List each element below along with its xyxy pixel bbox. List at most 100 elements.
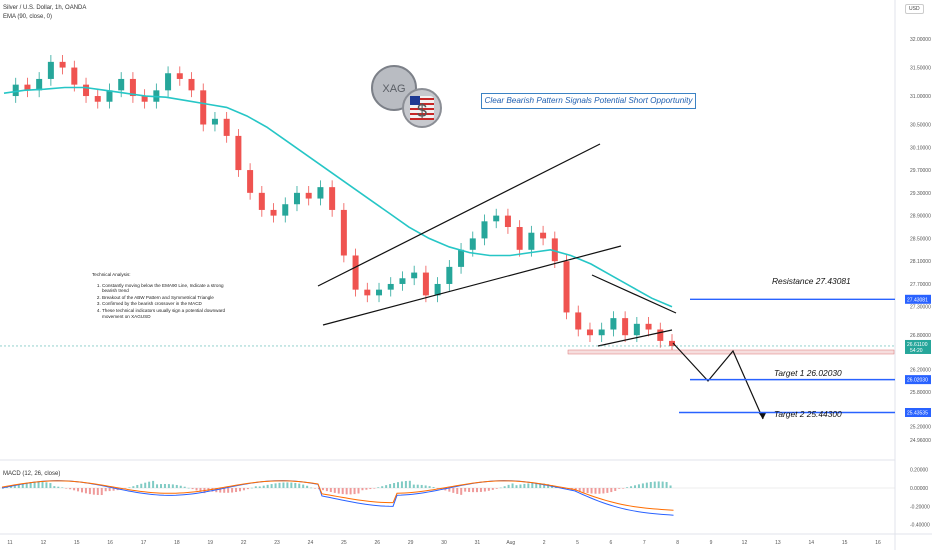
- price-tick-label: 27.70000: [910, 282, 931, 288]
- macd-histogram-bar: [515, 485, 518, 488]
- macd-histogram-bar: [630, 486, 633, 488]
- macd-histogram-bar: [199, 488, 202, 492]
- macd-legend: MACD (12, 26, close): [3, 471, 61, 477]
- macd-histogram-bar: [479, 488, 482, 492]
- macd-histogram-bar: [33, 481, 36, 488]
- candle-body: [446, 266, 453, 284]
- macd-histogram-bar: [622, 488, 625, 489]
- macd-histogram-bar: [373, 488, 376, 489]
- candle-body: [610, 318, 617, 330]
- candle-body: [540, 232, 547, 239]
- macd-histogram-bar: [29, 482, 32, 488]
- macd-histogram-bar: [420, 484, 423, 488]
- macd-histogram-bar: [547, 484, 550, 488]
- candle-body: [200, 90, 207, 125]
- time-tick-label: 13: [775, 540, 781, 546]
- candle-body: [211, 118, 218, 125]
- macd-histogram-bar: [377, 487, 380, 488]
- macd-histogram-bar: [365, 488, 368, 490]
- macd-histogram-bar: [128, 487, 131, 488]
- candle-body: [669, 340, 675, 347]
- price-tick-label: 28.10000: [910, 259, 931, 265]
- candle-body: [258, 192, 265, 210]
- macd-histogram-bar: [92, 488, 95, 495]
- macd-histogram-bar: [657, 481, 660, 488]
- macd-histogram-bar: [618, 488, 621, 489]
- candle-body: [586, 329, 593, 336]
- wedge-upper-trendline: [317, 143, 601, 287]
- time-tick-label: 9: [710, 540, 713, 546]
- macd-histogram-bar: [464, 488, 467, 492]
- time-tick-label: 24: [308, 540, 314, 546]
- level-price-label: 27.43081: [907, 297, 928, 303]
- macd-histogram-bar: [160, 484, 162, 488]
- time-tick-label: 23: [274, 540, 280, 546]
- headline-banner: Clear Bearish Pattern Signals Potential …: [481, 93, 696, 109]
- candle-body: [645, 323, 652, 330]
- time-tick-label: 26: [374, 540, 380, 546]
- macd-line: [1, 480, 674, 516]
- macd-histogram-bar: [167, 484, 170, 488]
- macd-histogram-bar: [400, 481, 403, 488]
- macd-histogram-bar: [610, 488, 613, 493]
- price-tick-label: 25.20000: [910, 424, 931, 430]
- macd-histogram-bar: [404, 480, 407, 488]
- macd-histogram-bar: [397, 482, 399, 488]
- macd-histogram-bar: [637, 484, 640, 488]
- macd-histogram-bar: [436, 488, 439, 489]
- macd-histogram-bar: [590, 488, 593, 494]
- macd-histogram-bar: [460, 488, 463, 495]
- macd-histogram-bar: [341, 488, 344, 495]
- macd-histogram-bar: [582, 488, 585, 493]
- price-tick-label: 31.50000: [910, 66, 931, 72]
- macd-histogram-bar: [270, 484, 273, 488]
- macd-histogram-bar: [77, 488, 80, 492]
- macd-histogram-bar: [104, 488, 107, 492]
- macd-histogram-bar: [195, 488, 198, 491]
- macd-histogram-bar: [266, 484, 269, 488]
- currency-label[interactable]: USD: [905, 4, 924, 14]
- time-tick-label: 15: [74, 540, 80, 546]
- macd-histogram-bar: [302, 484, 305, 488]
- candle-body: [622, 318, 629, 336]
- macd-histogram-bar: [223, 488, 226, 493]
- macd-histogram-bar: [53, 486, 56, 488]
- candle-body: [352, 255, 359, 290]
- macd-histogram-bar: [408, 480, 411, 488]
- candle-body: [293, 192, 300, 205]
- macd-histogram-bar: [13, 485, 16, 488]
- macd-histogram-bar: [81, 488, 83, 493]
- macd-histogram-bar: [183, 486, 186, 488]
- time-tick-label: 5: [576, 540, 579, 546]
- time-tick-label: 14: [808, 540, 814, 546]
- level-price-tag: [905, 294, 931, 304]
- time-tick-label: 17: [141, 540, 147, 546]
- macd-histogram-bar: [57, 486, 60, 488]
- macd-histogram-bar: [511, 483, 514, 488]
- macd-histogram-bar: [606, 488, 609, 493]
- price-tick-label: 32.00000: [910, 37, 931, 43]
- macd-histogram-bar: [472, 488, 475, 493]
- macd-histogram-bar: [424, 485, 427, 488]
- time-tick-label: 16: [875, 540, 881, 546]
- macd-histogram-bar: [539, 483, 542, 488]
- level-price-label: 26.02030: [907, 378, 928, 384]
- macd-histogram-bar: [649, 481, 652, 488]
- macd-histogram-bar: [108, 488, 111, 492]
- macd-histogram-bar: [278, 482, 281, 488]
- macd-histogram-bar: [254, 486, 257, 488]
- price-tick-label: 26.20000: [910, 367, 931, 373]
- time-tick-label: 12: [41, 540, 47, 546]
- macd-histogram-bar: [507, 484, 510, 488]
- macd-histogram-bar: [333, 488, 336, 493]
- macd-histogram-bar: [527, 483, 530, 488]
- time-tick-label: 22: [241, 540, 247, 546]
- macd-histogram-bar: [412, 484, 415, 488]
- macd-histogram-bar: [594, 488, 597, 494]
- technical-analysis-note: Technical Analysis: Constantly moving be…: [92, 272, 227, 320]
- macd-histogram-bar: [337, 488, 340, 494]
- macd-histogram-bar: [353, 488, 356, 495]
- ema-legend: EMA (90, close, 0): [3, 14, 53, 20]
- candle-body: [94, 96, 101, 102]
